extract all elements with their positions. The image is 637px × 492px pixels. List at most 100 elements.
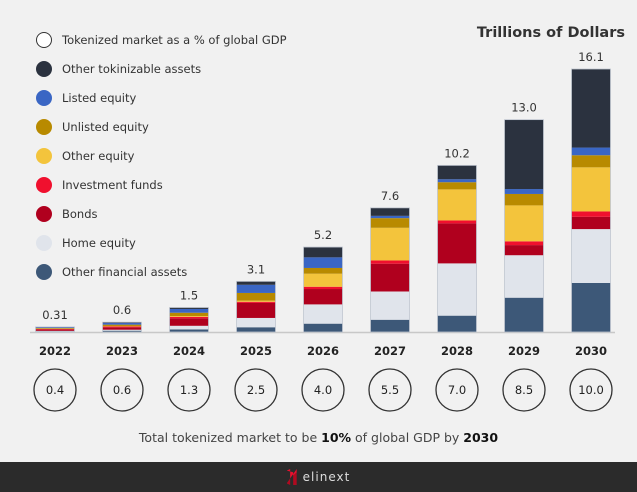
legend-label: Listed equity (62, 90, 137, 105)
bar-segment (303, 267, 343, 274)
gdp-circle (234, 368, 278, 412)
legend-item: Other equity (36, 141, 287, 170)
bar-segment (169, 312, 209, 316)
bar-segment (437, 165, 477, 180)
bar-segment (236, 302, 276, 318)
bar-segment (236, 281, 276, 285)
total-label: 3.1 (247, 262, 265, 276)
bar-outline (102, 321, 142, 333)
bar-segment (303, 286, 343, 290)
legend-item: Listed equity (36, 83, 287, 112)
gdp-circle (368, 368, 412, 412)
bar-segment (571, 282, 611, 332)
x-tick-label: 2029 (508, 344, 540, 358)
summary-pct: 10% (321, 430, 352, 445)
x-tick-label: 2023 (106, 344, 138, 358)
bar-segment (437, 182, 477, 190)
bar-segment (437, 189, 477, 221)
bar-segment (102, 330, 142, 332)
legend-item: Unlisted equity (36, 112, 287, 141)
legend-label: Unlisted equity (62, 119, 149, 134)
bar-outline (236, 280, 276, 333)
total-label: 0.31 (42, 308, 68, 322)
bar-segment (504, 241, 544, 246)
bar-segment (102, 322, 142, 324)
bar-segment (504, 245, 544, 256)
bar-segment (370, 215, 410, 219)
gdp-percent-label: 4.0 (314, 383, 332, 397)
bar-segment (437, 263, 477, 316)
bar-segment (35, 327, 75, 329)
x-tick-label: 2022 (39, 344, 71, 358)
bar-outline (35, 326, 75, 333)
legend-label: Bonds (62, 206, 98, 221)
gdp-percent-label: 0.4 (46, 383, 64, 397)
total-label: 5.2 (314, 228, 332, 242)
bar-segment (571, 229, 611, 283)
bar-segment (102, 329, 142, 331)
legend-item: Home equity (36, 228, 287, 257)
x-tick-label: 2030 (575, 344, 607, 358)
bar-segment (571, 216, 611, 230)
gdp-percent-label: 8.5 (515, 383, 533, 397)
bar-segment (169, 318, 209, 326)
bar-segment (102, 326, 142, 328)
bar-segment (370, 207, 410, 216)
gdp-percent-label: 7.0 (448, 383, 466, 397)
bar-segment (236, 327, 276, 332)
bar-segment (571, 167, 611, 212)
summary-pre: Total tokenized market to be (138, 430, 322, 445)
total-label: 10.2 (444, 146, 470, 160)
legend-label: Investment funds (62, 177, 163, 192)
legend-item: Bonds (36, 199, 287, 228)
bar-segment (102, 323, 142, 325)
bar-segment (303, 247, 343, 258)
legend-item: Investment funds (36, 170, 287, 199)
total-label: 0.6 (113, 303, 131, 317)
gdp-percent-label: 1.3 (180, 383, 198, 397)
bar-segment (504, 193, 544, 206)
bar-segment (437, 315, 477, 332)
bar-outline (370, 207, 410, 333)
bar-segment (303, 323, 343, 332)
legend-swatch-icon (36, 60, 52, 77)
x-tick-label: 2027 (374, 344, 406, 358)
bar-segment (35, 329, 75, 331)
total-label: 13.0 (511, 101, 537, 115)
bar-segment (236, 317, 276, 328)
gdp-percent-label: 0.6 (113, 383, 131, 397)
legend-swatch-icon (36, 176, 52, 193)
bar-segment (370, 319, 410, 332)
bar-segment (169, 308, 209, 313)
bar-segment (169, 316, 209, 319)
bar-segment (370, 291, 410, 320)
elinext-logo-icon (286, 469, 297, 485)
summary-year: 2030 (463, 430, 499, 445)
legend-swatch-icon (36, 234, 52, 251)
gdp-circle (167, 368, 211, 412)
bar-segment (236, 300, 276, 302)
legend-label: Home equity (62, 235, 136, 250)
bar-outline (303, 246, 343, 333)
bar-segment (571, 69, 611, 148)
bar-segment (303, 304, 343, 324)
bar-segment (437, 223, 477, 264)
legend-label: Other financial assets (62, 264, 188, 279)
legend-swatch-icon (36, 89, 52, 106)
bar-segment (370, 263, 410, 292)
bar-outline (169, 307, 209, 333)
gdp-percent-label: 2.5 (247, 383, 265, 397)
gdp-circle (301, 368, 345, 412)
legend-swatch-icon (36, 118, 52, 135)
bar-segment (571, 211, 611, 217)
bar-segment (504, 255, 544, 298)
bar-outline (571, 68, 611, 333)
legend-label: Other equity (62, 148, 135, 163)
stacked-bar-chart: 0.31 2022 0.4 0.6 2023 0.6 1.5 2024 1.3 3.1 2025 2.… (30, 50, 615, 412)
bar-segment (437, 220, 477, 224)
gdp-percent-label: 10.0 (578, 383, 604, 397)
bar-segment (504, 189, 544, 194)
legend-label: Other tokinizable assets (62, 61, 202, 76)
total-label: 1.5 (180, 288, 198, 302)
bar-segment (370, 227, 410, 261)
